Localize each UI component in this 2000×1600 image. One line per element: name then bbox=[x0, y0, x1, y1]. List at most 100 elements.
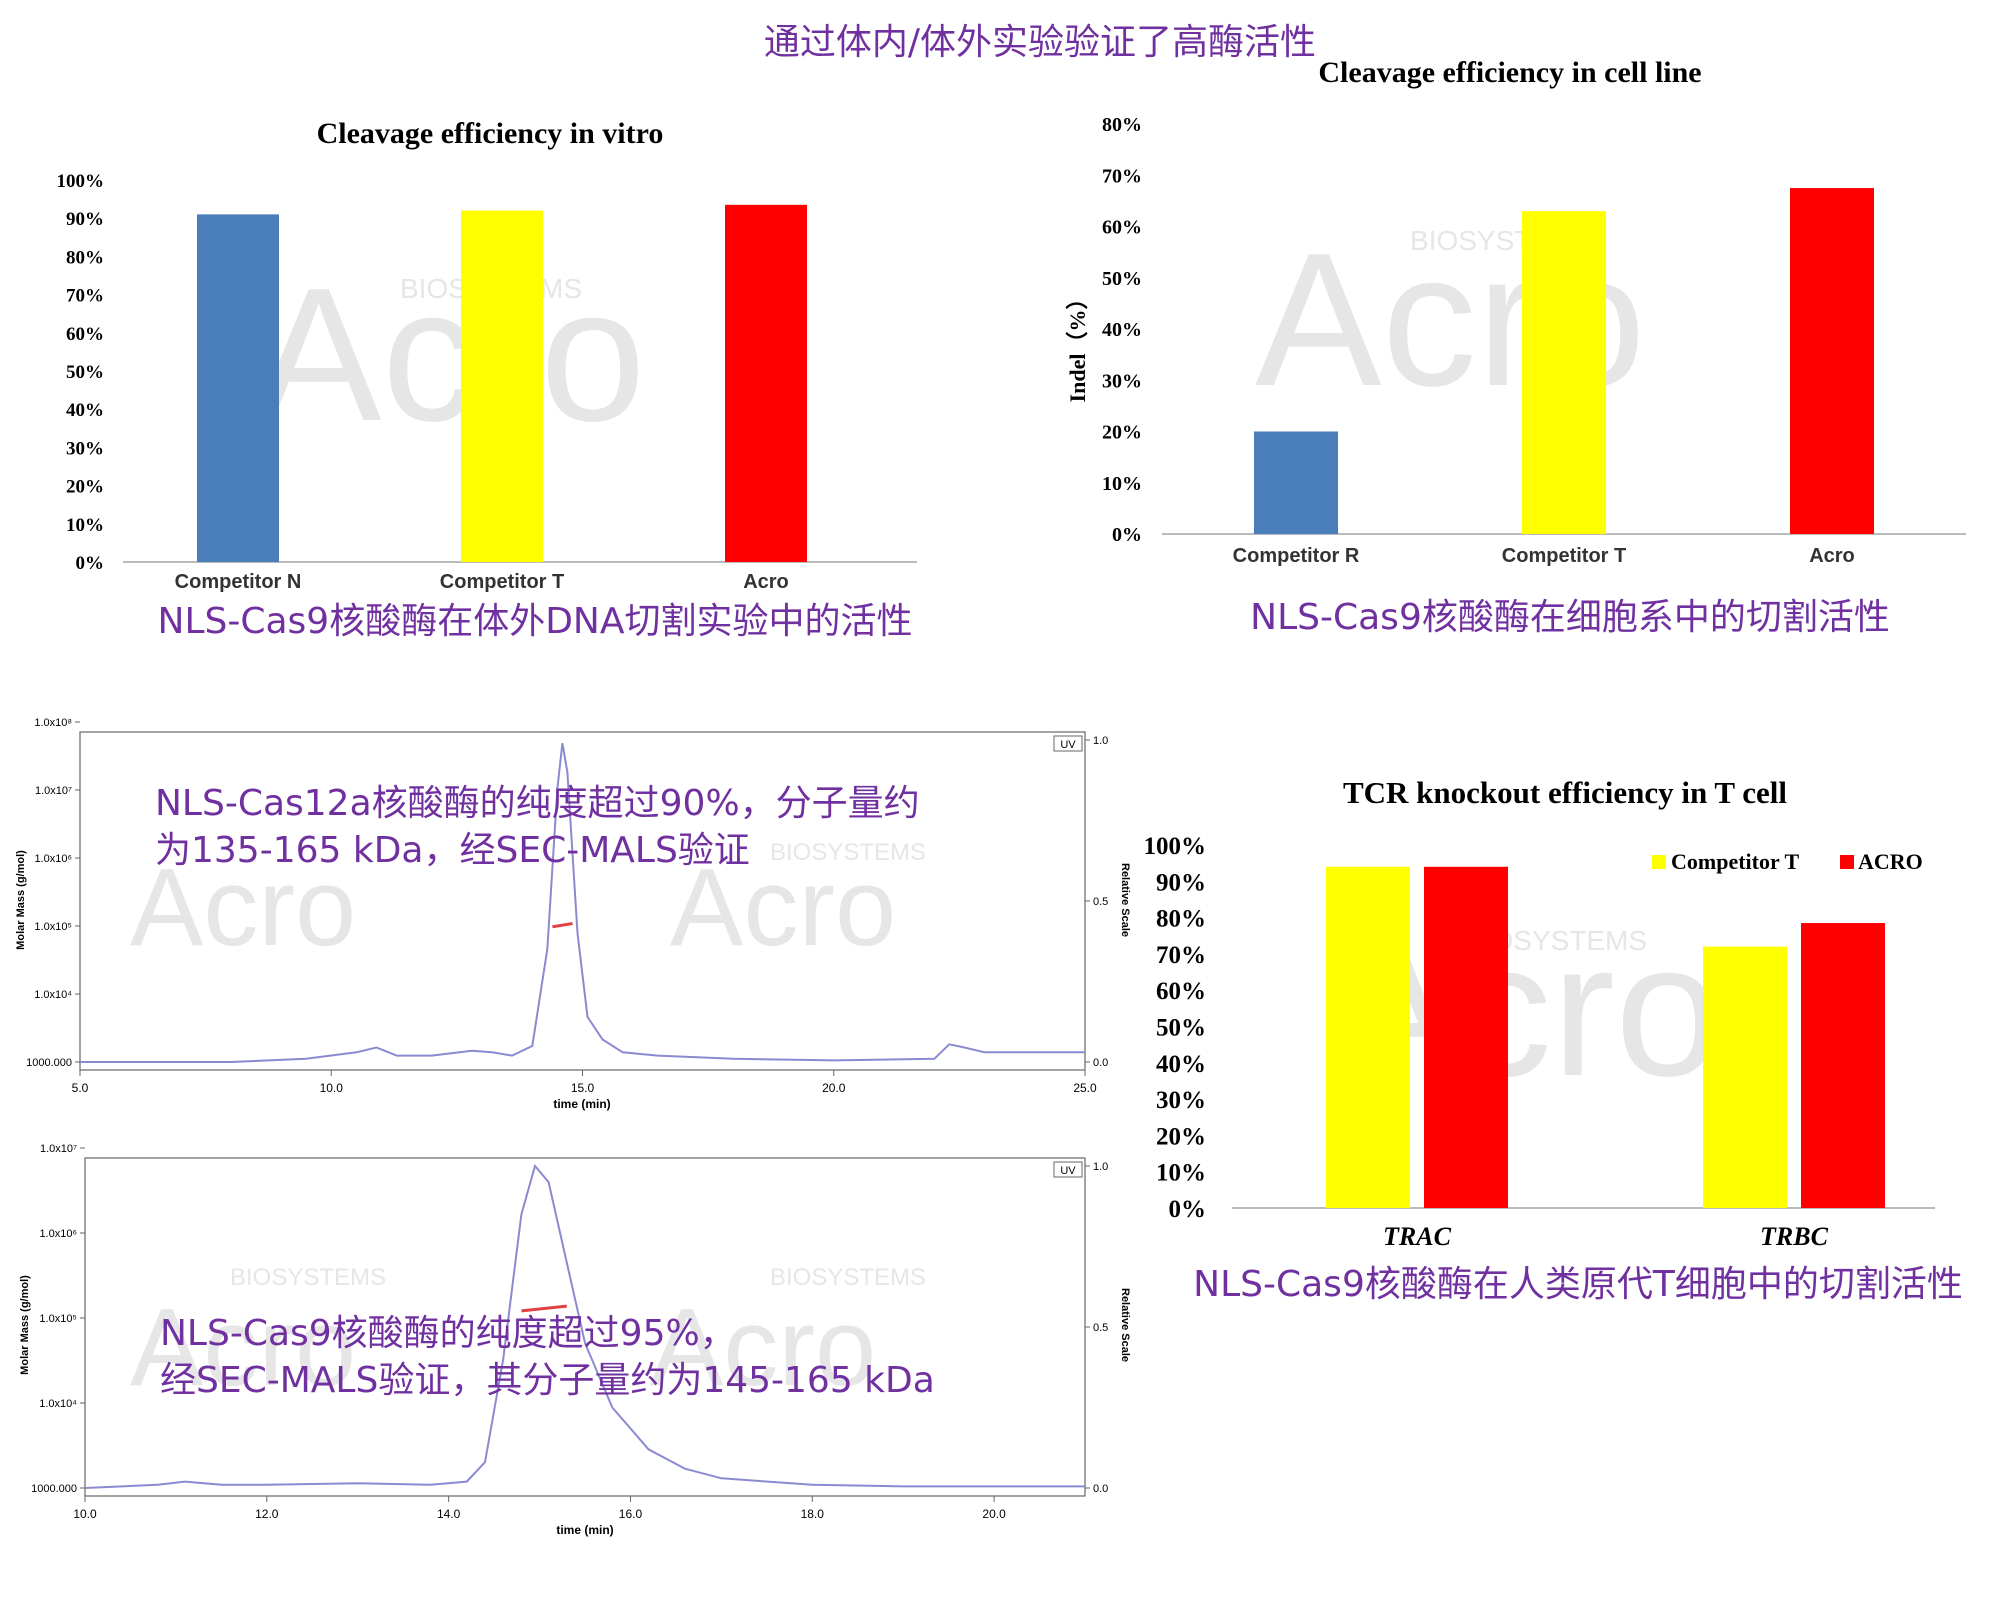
sec2-ytick-right: 0.5 bbox=[1093, 1322, 1108, 1334]
chart-sec1-caption-line2: 为135-165 kDa，经SEC-MALS验证 bbox=[155, 830, 750, 871]
sec2-ytick-right: 0.0 bbox=[1093, 1483, 1108, 1495]
tcr-ytick: 0% bbox=[1169, 1196, 1207, 1223]
cellline-ytick: 70% bbox=[1102, 165, 1142, 187]
vitro-ytick: 0% bbox=[76, 553, 105, 574]
watermark-sec1: Acro Acro BIOSYSTEMS bbox=[130, 839, 926, 969]
chart-sec1-ylabel-right: Relative Scale bbox=[1119, 863, 1131, 937]
tcr-ytick: 60% bbox=[1156, 978, 1206, 1005]
tcr-ytick: 30% bbox=[1156, 1087, 1206, 1114]
chart-sec2: 10.0 12.0 14.0 16.0 18.0 20.0 1000.000 1.0x10⁴ 1… bbox=[19, 1143, 1131, 1537]
sec1-ytick-left: 1.0x10⁶ bbox=[34, 853, 72, 865]
legend-label-competitor-t: Competitor T bbox=[1671, 849, 1799, 874]
tcr-ytick: 10% bbox=[1156, 1160, 1206, 1187]
cellline-bar bbox=[1790, 188, 1874, 534]
vitro-bar bbox=[197, 214, 279, 562]
chart-sec1-caption-line1: NLS-Cas12a核酸酶的纯度超过90%，分子量约 bbox=[155, 783, 920, 824]
svg-text:BIOSYSTEMS: BIOSYSTEMS bbox=[770, 839, 926, 866]
chart-cellline-caption: NLS-Cas9核酸酶在细胞系中的切割活性 bbox=[1250, 597, 1890, 638]
sec2-ytick-left: 1.0x10⁶ bbox=[39, 1228, 77, 1240]
sec1-xtick: 20.0 bbox=[822, 1081, 846, 1095]
tcr-bar-acro bbox=[1801, 923, 1885, 1208]
tcr-ytick: 90% bbox=[1156, 869, 1206, 896]
sec1-ytick-right: 1.0 bbox=[1093, 735, 1108, 747]
tcr-ytick: 50% bbox=[1156, 1015, 1206, 1042]
chart-tcr-caption: NLS-Cas9核酸酶在人类原代T细胞中的切割活性 bbox=[1193, 1264, 1963, 1305]
tcr-ytick: 80% bbox=[1156, 906, 1206, 933]
chart-sec2-caption-line1: NLS-Cas9核酸酶的纯度超过95%， bbox=[160, 1313, 736, 1354]
chart-cellline-title: Cleavage efficiency in cell line bbox=[1318, 56, 1701, 89]
chart-tcr-legend: Competitor T ACRO bbox=[1652, 849, 1923, 874]
sec1-ytick-left: 1.0x10⁴ bbox=[34, 989, 72, 1001]
sec1-xtick: 25.0 bbox=[1073, 1081, 1097, 1095]
chart-sec1: 5.0 10.0 15.0 20.0 25.0 1000.000 1.0x10⁴ 1.0x10… bbox=[15, 717, 1131, 1111]
sec2-ytick-left: 1.0x10⁴ bbox=[39, 1398, 77, 1410]
cellline-ytick: 40% bbox=[1102, 319, 1142, 341]
vitro-ytick: 30% bbox=[66, 438, 104, 459]
tcr-ytick: 40% bbox=[1156, 1051, 1206, 1078]
cellline-xlabel: Acro bbox=[1809, 545, 1855, 567]
chart-sec1-ylabel: Molar Mass (g/mol) bbox=[15, 850, 27, 950]
svg-text:Acro: Acro bbox=[650, 1286, 876, 1409]
page-title: 通过体内/体外实验验证了高酶活性 bbox=[764, 22, 1316, 63]
watermark-vitro: Acro BIOSYSTEMS bbox=[255, 249, 646, 461]
cellline-ytick: 50% bbox=[1102, 268, 1142, 290]
vitro-ytick: 20% bbox=[66, 477, 104, 498]
chart-sec2-ylabel-right: Relative Scale bbox=[1119, 1288, 1131, 1362]
cellline-ytick: 80% bbox=[1102, 114, 1142, 136]
cellline-xlabel: Competitor T bbox=[1502, 545, 1626, 567]
chart-cellline: Cleavage efficiency in cell line Indel（%… bbox=[1065, 56, 1966, 638]
chart-sec2-molar-mass-trace bbox=[521, 1304, 567, 1313]
cellline-ytick: 20% bbox=[1102, 422, 1142, 444]
vitro-xlabel: Competitor N bbox=[175, 571, 302, 593]
vitro-ytick: 60% bbox=[66, 324, 104, 345]
vitro-ytick: 100% bbox=[57, 171, 105, 192]
sec1-ytick-left: 1000.000 bbox=[26, 1057, 72, 1069]
chart-sec2-uv-trace bbox=[84, 1163, 1085, 1489]
sec1-ytick-right: 0.0 bbox=[1093, 1057, 1108, 1069]
chart-vitro-title: Cleavage efficiency in vitro bbox=[317, 117, 664, 150]
cellline-bar bbox=[1522, 211, 1606, 534]
tcr-ytick: 70% bbox=[1156, 942, 1206, 969]
chart-sec1-molar-mass-trace bbox=[552, 922, 573, 929]
cellline-ytick: 10% bbox=[1102, 473, 1142, 495]
sec2-ytick-left: 1.0x10⁷ bbox=[40, 1143, 77, 1155]
sec2-xtick: 12.0 bbox=[255, 1507, 279, 1521]
chart-sec1-uv-trace bbox=[80, 743, 1085, 1063]
chart-sec2-ylabel: Molar Mass (g/mol) bbox=[19, 1275, 31, 1375]
chart-vitro: Cleavage efficiency in vitro 0% 10% 20% 30%… bbox=[57, 117, 917, 642]
svg-text:Acro: Acro bbox=[255, 249, 646, 461]
chart-tcr: TCR knockout efficiency in T cell 0% 10% 2… bbox=[1144, 775, 1963, 1305]
chart-sec1-legend: UV bbox=[1060, 739, 1076, 751]
vitro-bar bbox=[725, 204, 807, 562]
sec2-xtick: 16.0 bbox=[619, 1507, 643, 1521]
vitro-ytick: 90% bbox=[66, 209, 104, 230]
vitro-ytick: 80% bbox=[66, 247, 104, 268]
chart-sec2-legend-box bbox=[1053, 1161, 1083, 1178]
sec2-xtick: 18.0 bbox=[801, 1507, 825, 1521]
cellline-ytick: 30% bbox=[1102, 370, 1142, 392]
cellline-ytick: 60% bbox=[1102, 217, 1142, 239]
svg-text:BIOSYSTEMS: BIOSYSTEMS bbox=[770, 1264, 926, 1291]
legend-swatch-acro bbox=[1840, 855, 1854, 869]
tcr-bar-competitor-t bbox=[1703, 946, 1787, 1208]
chart-sec1-xlabel: time (min) bbox=[553, 1097, 610, 1111]
cellline-bar bbox=[1254, 431, 1338, 534]
sec1-ytick-left: 1.0x10⁷ bbox=[35, 785, 72, 797]
watermark-sec2: Acro Acro BIOSYSTEMS BIOSYSTEMS bbox=[130, 1264, 926, 1409]
sec1-ytick-right: 0.5 bbox=[1093, 896, 1108, 908]
sec2-xtick: 14.0 bbox=[437, 1507, 461, 1521]
chart-sec2-xlabel: time (min) bbox=[556, 1523, 613, 1537]
sec2-ytick-right: 1.0 bbox=[1093, 1161, 1108, 1173]
tcr-ytick: 100% bbox=[1144, 833, 1207, 860]
vitro-ytick: 40% bbox=[66, 400, 104, 421]
tcr-bar-competitor-t bbox=[1326, 866, 1410, 1208]
vitro-xlabel: Competitor T bbox=[440, 571, 564, 593]
svg-text:Acro: Acro bbox=[670, 846, 896, 969]
tcr-xlabel: TRAC bbox=[1383, 1222, 1452, 1251]
sec2-xtick: 10.0 bbox=[73, 1507, 97, 1521]
sec1-xtick: 5.0 bbox=[72, 1081, 89, 1095]
tcr-xlabel: TRBC bbox=[1760, 1222, 1829, 1251]
sec2-ytick-left: 1.0x10⁵ bbox=[39, 1313, 77, 1325]
chart-sec1-legend-box bbox=[1053, 735, 1083, 752]
